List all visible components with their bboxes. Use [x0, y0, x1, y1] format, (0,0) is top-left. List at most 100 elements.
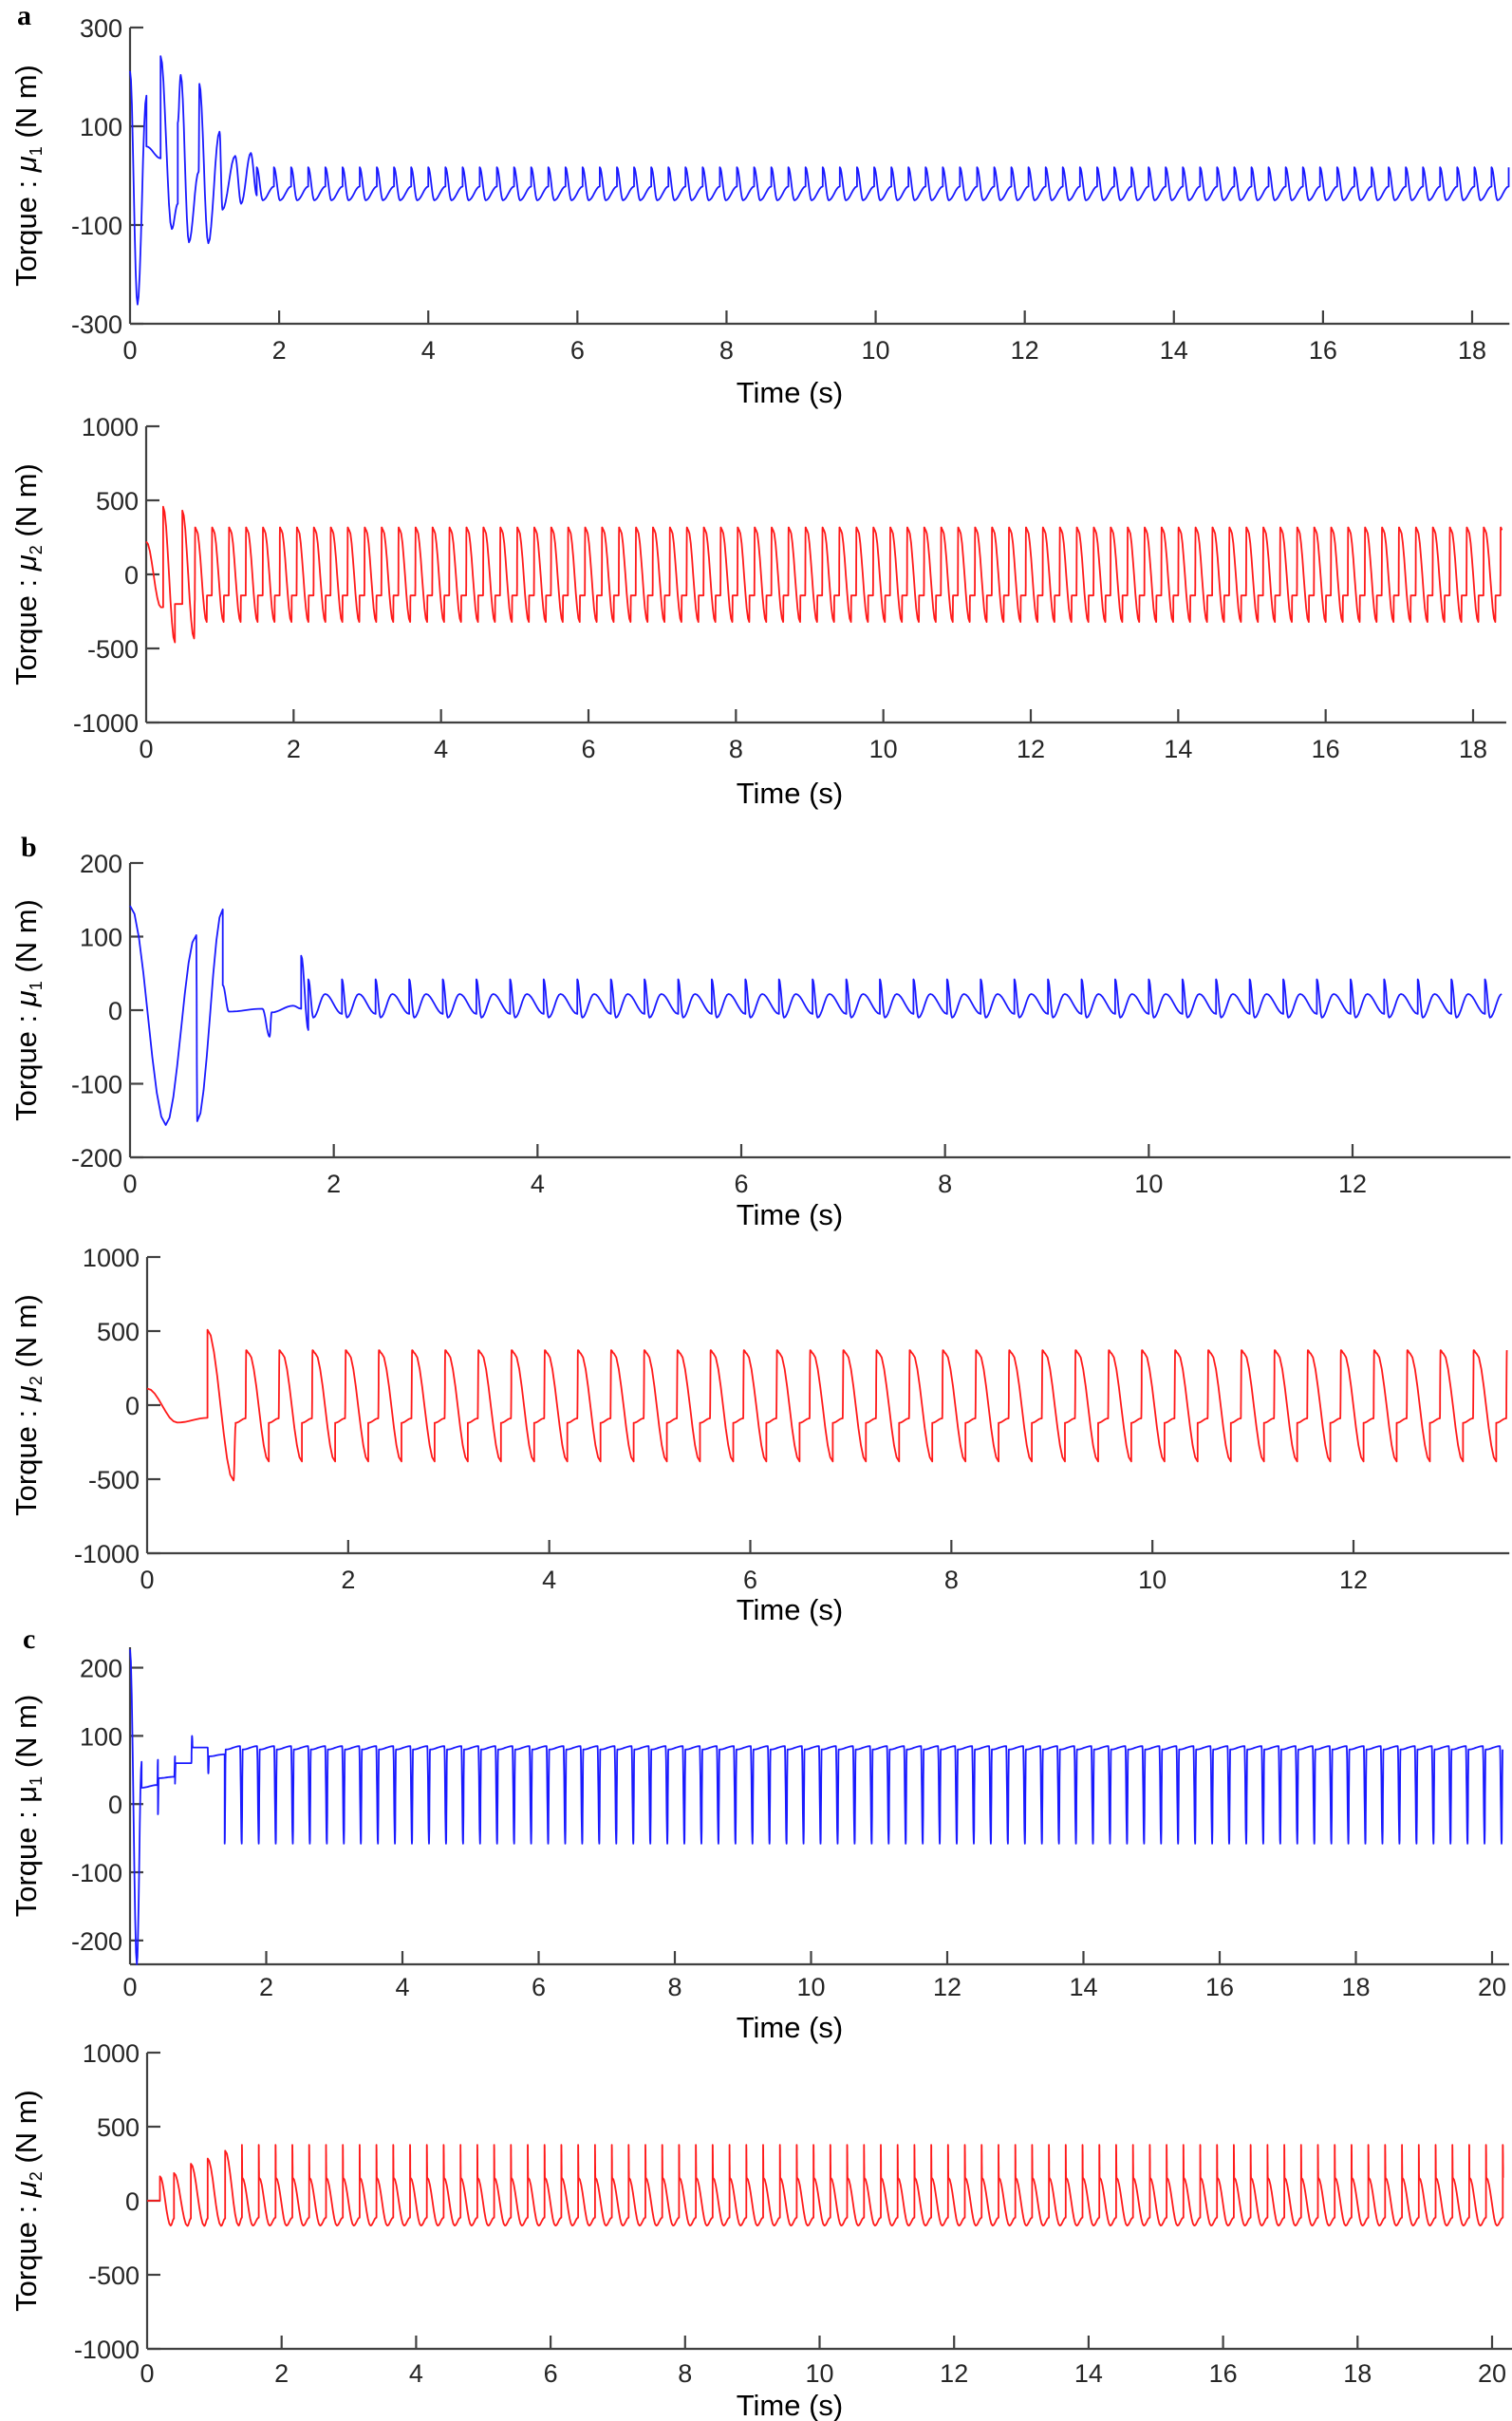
y-label-unit: (N m)	[9, 463, 43, 545]
y-tick-label: -1000	[74, 1540, 140, 1568]
y-label-prefix: Torque :	[9, 1006, 43, 1121]
y-tick-label: -100	[71, 212, 122, 240]
x-tick-label: 12	[1011, 336, 1039, 365]
x-tick-label: 4	[395, 1973, 409, 2001]
x-tick-label: 0	[122, 336, 137, 365]
y-tick-label: -500	[87, 635, 139, 664]
x-tick-label: 0	[140, 1566, 154, 1594]
x-axis-label: Time (s)	[737, 2011, 844, 2044]
y-tick-label: 100	[80, 1722, 122, 1751]
y-tick-label: 100	[80, 113, 122, 141]
y-label-unit: (N m)	[9, 1695, 43, 1776]
x-tick-label: 10	[869, 735, 898, 763]
x-tick-label: 12	[940, 2359, 968, 2388]
y-label-unit: (N m)	[9, 2090, 43, 2171]
panel-label-c: c	[23, 1623, 35, 1655]
torque-series-line	[147, 2144, 1504, 2227]
y-label-subscript: 2	[27, 545, 46, 554]
y-tick-label: -1000	[74, 2336, 140, 2364]
x-tick-label: 16	[1205, 1973, 1234, 2001]
torque-series-line	[145, 505, 1503, 644]
x-tick-label: 0	[140, 2359, 154, 2388]
x-tick-label: 12	[933, 1973, 961, 2001]
x-tick-label: 10	[805, 2359, 833, 2388]
y-tick-label: 1000	[83, 1244, 140, 1272]
x-tick-label: 2	[274, 2359, 289, 2388]
x-tick-label: 12	[1338, 1170, 1367, 1198]
y-tick-label: 200	[80, 850, 122, 878]
y-tick-label: 1000	[82, 413, 139, 441]
x-tick-label: 14	[1164, 735, 1192, 763]
subplot-a-2: -1000 -500 0 500 1000 0 2 4 6 8 10 12 14 16 18 Time (s)…	[9, 413, 1506, 810]
panel-label-a: a	[17, 0, 31, 31]
x-tick-label: 2	[287, 735, 301, 763]
x-tick-label: 6	[743, 1566, 757, 1594]
y-tick-label: 200	[80, 1655, 122, 1683]
y-axis-label: Torque : μ1 (N m)	[9, 899, 46, 1121]
x-axis-label: Time (s)	[737, 777, 844, 810]
x-tick-label: 20	[1478, 2359, 1506, 2388]
x-tick-label: 0	[122, 1973, 137, 2001]
y-label-unit: (N m)	[9, 1294, 43, 1376]
y-axis-label: Torque : μ2 (N m)	[9, 2090, 46, 2312]
torque-series-line	[129, 55, 1510, 306]
y-label-symbol: μ	[9, 156, 43, 173]
x-tick-label: 18	[1343, 2359, 1372, 2388]
y-label-symbol: μ	[9, 2181, 43, 2198]
subplot-b-1: -200 -100 0 100 200 0 2 4 6 8 10 12 Time (s) Torque :…	[9, 850, 1511, 1231]
y-label-prefix: Torque :	[9, 571, 43, 685]
x-tick-label: 18	[1458, 336, 1486, 365]
x-tick-label: 6	[581, 735, 595, 763]
x-axis-label: Time (s)	[737, 2389, 844, 2421]
x-tick-label: 6	[532, 1973, 546, 2001]
y-tick-label: 0	[108, 997, 122, 1025]
x-tick-label: 16	[1312, 735, 1340, 763]
x-tick-label: 6	[570, 336, 585, 365]
x-tick-label: 4	[421, 336, 436, 365]
x-tick-label: 0	[139, 735, 153, 763]
x-tick-label: 14	[1160, 336, 1188, 365]
y-tick-label: -200	[71, 1144, 122, 1173]
y-axis-label: Torque : μ1 (N m)	[9, 65, 46, 287]
x-tick-label: 16	[1209, 2359, 1238, 2388]
y-tick-label: 1000	[83, 2039, 140, 2068]
x-tick-label: 4	[542, 1566, 556, 1594]
y-tick-label: -200	[71, 1927, 122, 1956]
subplot-a-1: -300 -100 100 300 0 2 4 6 8 10 12 14 16 18 Time (s) Tor…	[9, 14, 1510, 409]
torque-series-line	[129, 905, 1503, 1126]
torque-series-line	[129, 1649, 1503, 1965]
y-label-prefix: Torque :	[9, 172, 43, 287]
y-tick-label: 300	[80, 14, 122, 43]
subplot-c-1: -200 -100 0 100 200 0 2 4 6 8 10 12 14 16 18 20 Time (s)…	[9, 1647, 1509, 2044]
y-label-prefix: Torque :	[9, 2197, 43, 2312]
panel-label-b: b	[21, 832, 37, 863]
y-tick-label: 0	[125, 2187, 140, 2216]
y-tick-label: 0	[108, 1791, 122, 1819]
x-tick-label: 10	[1138, 1566, 1167, 1594]
x-tick-label: 4	[434, 735, 448, 763]
x-tick-label: 18	[1341, 1973, 1370, 2001]
x-tick-label: 10	[796, 1973, 825, 2001]
y-tick-label: -100	[71, 1859, 122, 1887]
x-tick-label: 12	[1339, 1566, 1368, 1594]
x-tick-label: 14	[1074, 2359, 1103, 2388]
y-tick-label: -500	[88, 2261, 140, 2290]
subplot-b-2: -1000 -500 0 500 1000 0 2 4 6 8 10 12 Time (s) Torque…	[9, 1244, 1510, 1626]
y-tick-label: -300	[71, 310, 122, 339]
y-tick-label: -500	[88, 1466, 140, 1494]
x-tick-label: 2	[341, 1566, 355, 1594]
y-label-subscript: 2	[27, 2171, 46, 2181]
x-tick-label: 12	[1017, 735, 1045, 763]
x-tick-label: 2	[327, 1170, 341, 1198]
x-tick-label: 4	[531, 1170, 545, 1198]
x-tick-label: 20	[1478, 1973, 1506, 2001]
x-tick-label: 8	[667, 1973, 681, 2001]
y-label-symbol: μ	[9, 1385, 43, 1402]
y-tick-label: 500	[96, 487, 139, 516]
y-label-subscript: 1	[27, 981, 46, 990]
x-tick-label: 2	[272, 336, 287, 365]
y-tick-label: 0	[124, 561, 139, 590]
x-axis-label: Time (s)	[737, 1198, 844, 1231]
x-tick-label: 8	[944, 1566, 959, 1594]
